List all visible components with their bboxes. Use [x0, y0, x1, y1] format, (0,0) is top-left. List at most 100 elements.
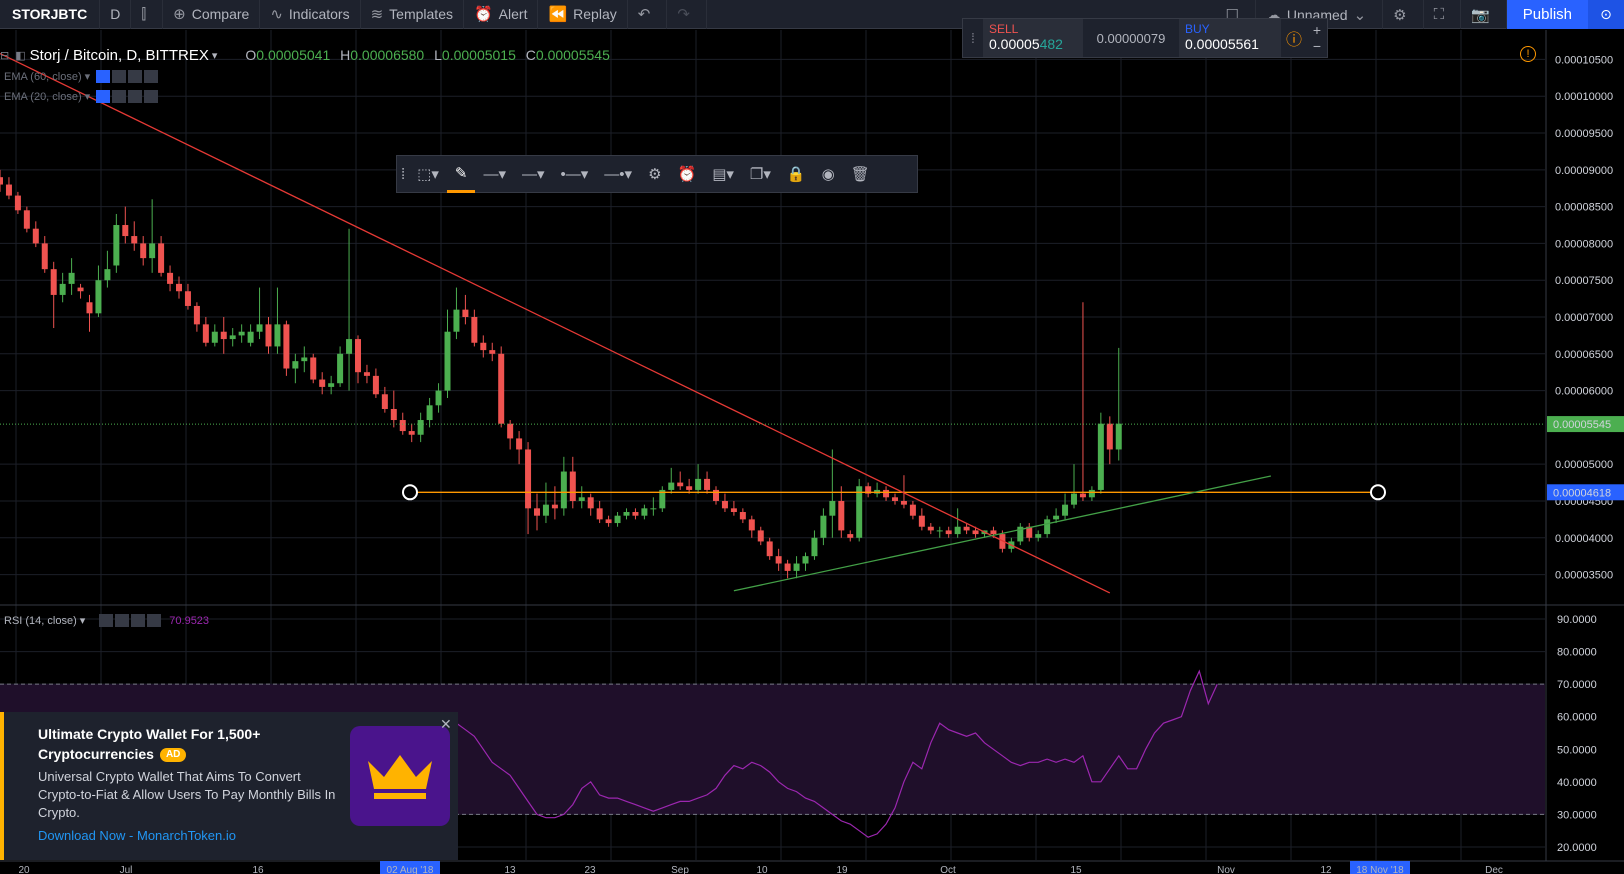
eye-icon[interactable] [99, 614, 114, 627]
candles[interactable] [0, 169, 1122, 579]
rsi-tick-label: 70.0000 [1557, 679, 1597, 691]
candle-body [927, 526, 934, 531]
ad-banner[interactable]: Ultimate Crypto Wallet For 1,500+ Crypto… [0, 712, 458, 860]
candle-body [900, 500, 907, 505]
indicators-button[interactable]: ∿ Indicators [260, 0, 361, 29]
candle-body [426, 405, 433, 421]
rsi-legend[interactable]: RSI (14, close) ▾ 70.9523 [4, 614, 209, 627]
compare-button[interactable]: ⊕ Compare [163, 0, 261, 29]
line-price-tag [1547, 484, 1624, 501]
delete-button[interactable]: 🗑 [843, 155, 878, 193]
line-start-button[interactable]: •—▾ [553, 155, 597, 193]
eye-icon[interactable] [96, 70, 111, 83]
sell-label: SELL [989, 22, 1019, 36]
snapshot-button[interactable]: 📷 [1461, 0, 1507, 29]
time-tick-label: 16 [252, 865, 264, 874]
line-end-button[interactable]: —•▾ [596, 155, 640, 193]
candle-body [59, 283, 66, 295]
drawings[interactable] [0, 52, 1545, 594]
clone-button[interactable]: ❐▾ [742, 155, 779, 193]
trendline-down [0, 52, 1111, 594]
plus-icon[interactable]: + [1312, 22, 1322, 38]
rsi-axis[interactable]: 90.0000 80.0000 70.0000 60.0000 50.0000 40.00… [1557, 614, 1597, 854]
publish-video-button[interactable]: ⊙ [1588, 0, 1624, 29]
chevron-down-icon: ⌄ [1353, 6, 1367, 24]
alert-button[interactable]: ⏰ Alert [464, 0, 539, 29]
candle-body [193, 305, 200, 325]
symbol-title[interactable]: Storj / Bitcoin, D, BITTREX [29, 46, 209, 64]
candle-body [847, 534, 854, 538]
line-width-button[interactable]: —▾ [475, 155, 514, 193]
quantity-stepper[interactable]: + − [1307, 19, 1327, 57]
chart-style-button[interactable]: ⫿ [131, 0, 164, 29]
redo-button[interactable]: ↷ [667, 0, 707, 29]
candle-body [954, 526, 961, 535]
undo-button[interactable]: ↶ [628, 0, 668, 29]
plus-icon[interactable] [128, 90, 143, 103]
close-icon[interactable] [144, 70, 159, 83]
ohlc-values: O0.00005041 H0.00006580 L0.00005015 C0.0… [239, 47, 609, 63]
candle-body [453, 309, 460, 332]
candle-body [838, 500, 845, 531]
gear-icon[interactable] [112, 70, 127, 83]
sell-price-main: 0.00005 [989, 36, 1040, 52]
time-tick-label: Dec [1485, 865, 1503, 874]
templates-button[interactable]: ≋ Templates [361, 0, 464, 29]
collapse-icon[interactable]: ⊟ [0, 49, 10, 62]
settings-button[interactable]: ⚙ [1383, 0, 1424, 29]
ad-description: Universal Crypto Wallet That Aims To Con… [38, 769, 336, 820]
close-icon[interactable]: ✕ [440, 716, 452, 732]
candle-body [587, 497, 594, 509]
close-icon[interactable] [147, 614, 162, 627]
gear-icon[interactable] [115, 614, 130, 627]
price-tick-label: 0.00009500 [1555, 128, 1613, 140]
ema-60-legend[interactable]: EMA (60, close) ▾ [4, 70, 159, 83]
drag-handle-icon[interactable]: ⁞ [401, 165, 406, 183]
candle-body [95, 280, 102, 314]
interval-button[interactable]: D [100, 0, 132, 29]
ema-20-legend[interactable]: EMA (20, close) ▾ [4, 90, 159, 103]
sell-price-tail: 482 [1039, 36, 1063, 52]
fullscreen-button[interactable]: ⛶ [1424, 0, 1462, 29]
candle-body [292, 361, 299, 369]
template-select-button[interactable]: ⬚▾ [409, 155, 447, 193]
buy-button[interactable]: BUY 0.00005561 [1179, 19, 1281, 57]
candle-body [596, 508, 603, 520]
warning-icon[interactable]: ! [1520, 46, 1536, 62]
line-color-button[interactable]: ✎ [446, 155, 476, 193]
ad-title-text: Ultimate Crypto Wallet For 1,500+ Crypto… [38, 726, 261, 762]
visual-order-button[interactable]: ▤▾ [704, 155, 742, 193]
line-style-button[interactable]: —▾ [514, 155, 553, 193]
price-axis[interactable]: 0.00010500 0.00010000 0.00009500 0.00009000… [1547, 30, 1624, 604]
alert-add-button[interactable]: ⏰ [670, 155, 705, 193]
lock-button[interactable]: 🔒 [779, 155, 814, 193]
candle-body [802, 556, 809, 564]
candle-body [41, 243, 48, 270]
publish-button[interactable]: Publish [1506, 0, 1588, 29]
candle-body [1088, 489, 1095, 498]
plus-icon[interactable] [128, 70, 143, 83]
ad-link[interactable]: Download Now - MonarchToken.io [38, 828, 236, 843]
hide-button[interactable]: ◉ [814, 155, 843, 193]
gear-icon[interactable] [112, 90, 127, 103]
chevron-down-icon[interactable]: ▾ [211, 49, 218, 62]
minus-icon[interactable]: − [1312, 38, 1322, 54]
symbol-search-button[interactable]: STORJBTC [0, 0, 101, 29]
sell-button[interactable]: SELL 0.00005482 [983, 19, 1083, 57]
time-tick-label: Jul [120, 865, 133, 874]
candle-body [489, 350, 496, 354]
drag-handle-icon[interactable]: ⁞ [971, 30, 975, 46]
info-icon[interactable]: ⓘ [1285, 32, 1302, 49]
plus-icon[interactable] [131, 614, 146, 627]
time-tick-label: 12 [1320, 865, 1332, 874]
eye-icon[interactable] [96, 90, 111, 103]
candle-body [865, 486, 872, 494]
time-axis[interactable]: 20 Jul 16 02 Aug '18 13 23 Sep 10 19 Oct 15 Nov 12 18… [0, 860, 1624, 874]
settings-button[interactable]: ⚙ [640, 155, 669, 193]
candle-body [1071, 493, 1077, 505]
close-icon[interactable] [144, 90, 159, 103]
replay-button[interactable]: ⏪ Replay [538, 0, 628, 29]
candle-body [1062, 504, 1069, 516]
candle-body [363, 372, 370, 376]
